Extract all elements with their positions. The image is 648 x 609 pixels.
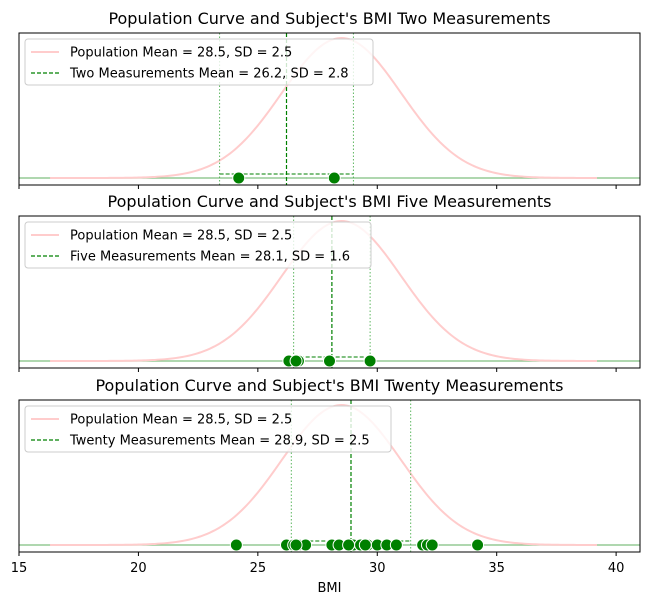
legend-label-measurements: Two Measurements Mean = 26.2, SD = 2.8 [69, 67, 349, 82]
measurement-point [425, 538, 439, 552]
legend [24, 405, 392, 453]
x-tick-label: 35 [488, 561, 505, 576]
measurement-point [471, 538, 485, 552]
plot-frame [18, 215, 641, 369]
measurement-point [229, 538, 243, 552]
legend-label-measurements: Twenty Measurements Mean = 28.9, SD = 2.… [69, 434, 370, 449]
legend-label-population: Population Mean = 28.5, SD = 2.5 [70, 229, 292, 244]
panel-1: Population Curve and Subject's BMI Two M… [18, 9, 641, 189]
measurement-point [323, 354, 336, 368]
x-tick-label: 40 [608, 561, 625, 576]
x-tick-label: 20 [130, 561, 147, 576]
measurement-point [358, 538, 372, 552]
measurement-point [342, 538, 356, 552]
measurement-point [289, 354, 303, 368]
legend [24, 38, 374, 86]
measurement-point [389, 538, 403, 552]
measurement-point [363, 354, 377, 368]
plot-frame [18, 399, 641, 553]
legend-label-population: Population Mean = 28.5, SD = 2.5 [70, 46, 292, 61]
measurement-point [327, 171, 341, 185]
x-tick-label: 15 [11, 561, 28, 576]
measurement-point [289, 538, 303, 552]
legend [24, 221, 372, 269]
x-tick-label: 30 [369, 561, 386, 576]
panel-3: Population Curve and Subject's BMI Twent… [11, 376, 641, 596]
chart-title: Population Curve and Subject's BMI Two M… [108, 9, 550, 28]
x-axis-label: BMI [318, 581, 342, 596]
x-tick-label: 25 [250, 561, 267, 576]
legend-label-measurements: Five Measurements Mean = 28.1, SD = 1.6 [70, 250, 350, 265]
chart-title: Population Curve and Subject's BMI Twent… [95, 376, 563, 395]
chart-title: Population Curve and Subject's BMI Five … [108, 192, 552, 211]
legend-label-population: Population Mean = 28.5, SD = 2.5 [70, 413, 292, 428]
panel-2: Population Curve and Subject's BMI Five … [18, 192, 641, 372]
measurement-point [232, 171, 246, 185]
plot-frame [18, 32, 641, 186]
